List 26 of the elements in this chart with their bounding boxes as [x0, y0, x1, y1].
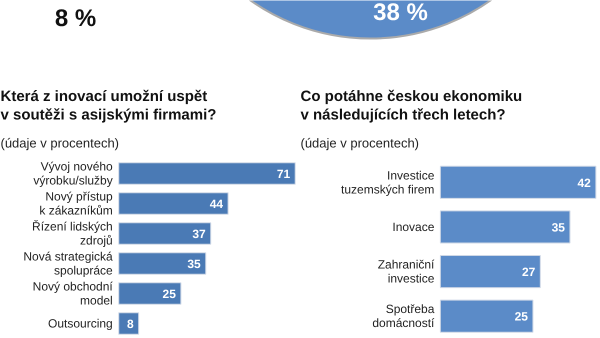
y-tick-label: Spotřeba domácností	[372, 302, 436, 330]
data-label: 35	[187, 257, 202, 271]
y-tick-label: Řízení lidských zdrojů	[32, 220, 113, 248]
data-label: 27	[522, 265, 536, 280]
chart-subtitle: (údaje v procentech)	[0, 136, 120, 150]
text: 38 %	[373, 0, 428, 26]
data-label: 42	[577, 176, 592, 190]
y-tick-label: Outsourcing	[48, 316, 113, 330]
data-label: 25	[162, 287, 176, 301]
y-tick-label: Inovace	[392, 220, 435, 234]
y-tick-label: Nový přístup k zákazníkům	[39, 190, 114, 218]
chart-title: Která z inovací umožní uspět v soutěži s asijskými firmami?	[0, 88, 216, 124]
y-tick-label: Vývoj nového výrobku/služby	[33, 160, 114, 188]
y-tick-label: Nový obchodní model	[32, 280, 114, 308]
y-tick-label: Nová strategická spolupráce	[23, 250, 114, 278]
text: 8 %	[54, 5, 96, 32]
chart-subtitle: (údaje v procentech)	[300, 136, 420, 150]
data-label: 35	[552, 220, 566, 234]
data-label: 37	[192, 227, 206, 241]
y-tick-label: Investice tuzemských firem	[341, 168, 435, 196]
data-label: 71	[276, 167, 291, 181]
data-label: 44	[210, 197, 224, 211]
data-label: 25	[514, 310, 528, 324]
chart-title: Co potáhne českou ekonomiku v následujících třech letech?	[300, 88, 522, 124]
data-label: 8	[126, 317, 134, 331]
y-tick-label: Zahraniční investice	[378, 258, 436, 286]
